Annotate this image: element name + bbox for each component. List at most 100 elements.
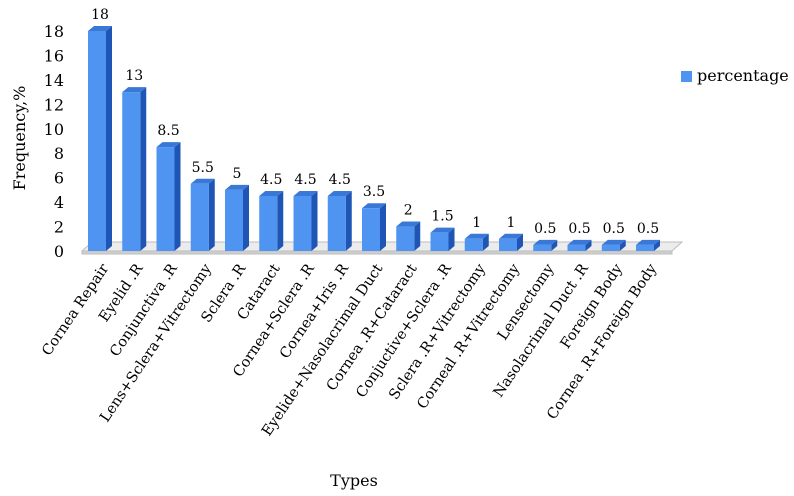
data-label: 4.5 [260,172,282,188]
bar-side [619,239,626,251]
legend: percentage [681,66,789,85]
bar [362,203,386,251]
bar-top [88,26,112,31]
y-tick-label: 18 [44,22,64,41]
bar-side [140,87,147,251]
bar-side [345,191,352,251]
bar-side [517,233,523,251]
bar-front [533,244,552,251]
bar-front [190,183,209,251]
bar-side [208,178,215,251]
data-label: 3.5 [363,184,385,200]
bar-front [122,92,141,251]
bar [636,239,660,251]
bar-front [327,196,346,251]
bar-front [601,244,620,251]
bar-front [396,226,415,251]
data-label: 4.5 [329,172,351,188]
data-label: 1 [507,215,516,231]
bar-front [464,238,483,251]
bar-top [293,191,318,196]
bar-side [482,233,489,251]
y-tick-label: 4 [54,193,64,212]
bar-side [654,239,660,251]
bar [499,233,523,251]
data-label: 4.5 [294,172,316,188]
data-label: 13 [125,68,143,84]
bar-front [259,196,278,251]
y-tick-label: 8 [54,144,64,163]
bar-top [464,233,489,239]
bar-front [293,196,312,251]
bar-side [174,142,181,251]
bar-top [362,203,386,209]
bar-top [156,142,181,148]
bar [567,239,592,251]
bar-top [430,227,455,233]
data-label: 0.5 [637,221,659,237]
bar [88,26,112,251]
bar [327,191,352,251]
bar-side [551,239,558,251]
bar-top [327,191,352,196]
bar-top [225,184,249,190]
floor-edge [81,250,673,255]
bar-side [585,239,592,251]
data-label: 0.5 [603,221,625,237]
bar-side [311,191,318,251]
y-tick-label: 6 [54,169,64,188]
bar-side [380,203,386,251]
bar [293,191,318,251]
bar-top [533,239,558,245]
data-labels: 18 13 8.5 5.5 5 4.5 4.5 4.5 3.5 2 1.5 1 1 0.5 0.5 0.5 0.… [91,7,659,237]
bar-top [636,239,660,245]
bar-side [414,221,421,251]
bar [225,184,249,251]
bar-top [567,239,592,245]
data-label: 0.5 [534,221,556,237]
bar-top [499,233,523,239]
data-label: 8.5 [157,123,179,139]
bar [533,239,558,251]
bar [190,178,215,251]
bar-front [362,208,380,251]
y-tick-label: 10 [44,120,64,139]
y-tick-label: 2 [54,218,64,237]
bar [259,191,284,251]
legend-entry: percentage [697,66,789,85]
data-label: 0.5 [568,221,590,237]
data-label: 1 [472,215,481,231]
data-label: 1.5 [431,209,453,225]
bar-side [106,26,112,251]
bar-side [277,191,284,251]
bar-top [259,191,284,196]
bar-front [225,189,243,251]
bar-top [601,239,626,245]
bar-front [430,232,449,251]
x-axis-title: Types [330,471,378,490]
bar-front [499,238,517,251]
bar [464,233,489,251]
bar-front [156,147,175,251]
bar-top [122,87,147,93]
data-label: 5 [233,166,242,182]
y-axis-ticks: 0 2 4 6 8 10 12 14 16 18 [44,22,64,261]
y-tick-label: 14 [44,71,64,90]
bar-front [88,31,106,251]
bar-side [448,227,455,251]
bar [396,221,421,251]
y-tick-label: 16 [44,46,64,65]
bar [122,87,147,251]
bar-top [396,221,421,227]
bars [88,26,660,251]
y-axis-title: Frequency,% [10,86,29,191]
data-label: 5.5 [192,160,214,176]
bar [601,239,626,251]
data-label: 18 [91,7,109,23]
bar-side [243,184,249,251]
bar [430,227,455,251]
y-tick-label: 0 [54,242,64,261]
bar-front [636,244,654,251]
